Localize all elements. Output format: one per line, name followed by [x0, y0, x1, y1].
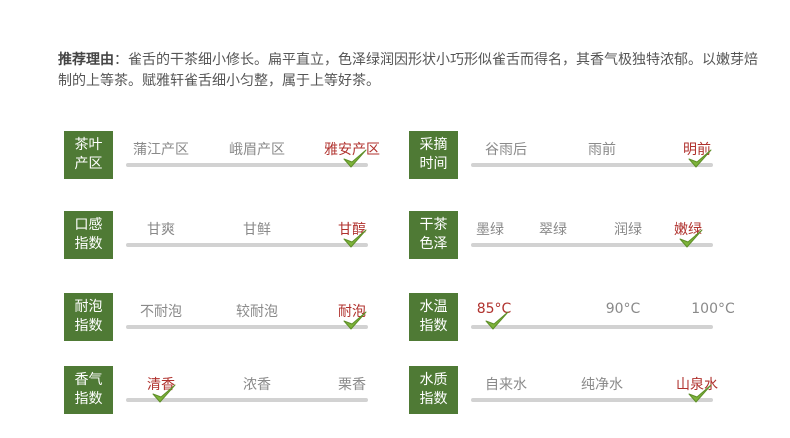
- attribute-option: 清香: [147, 377, 175, 393]
- attribute-option: 蒲江产区: [133, 142, 189, 158]
- attribute-label-line1: 茶叶: [74, 137, 103, 153]
- attribute-track: [471, 243, 713, 247]
- recommendation-text: 推荐理由：雀舌的干茶细小修长。扁平直立，色泽绿润因形状小巧形似雀舌而得名，其香气…: [58, 50, 758, 92]
- attribute-option: 谷雨后: [485, 142, 527, 158]
- attribute-option: 较耐泡: [236, 304, 278, 320]
- attribute-option: 85°C: [476, 301, 512, 317]
- attribute-option: 自来水: [485, 377, 527, 393]
- attribute-option: 耐泡: [338, 304, 366, 320]
- attribute-label-line1: 耐泡: [74, 299, 103, 315]
- attribute-label-aroma: 香气 指数: [64, 366, 113, 414]
- attribute-label-water: 水质 指数: [409, 366, 458, 414]
- attribute-option: 栗香: [338, 377, 366, 393]
- attribute-track: [471, 398, 713, 402]
- checkmark-icon: [678, 226, 704, 252]
- attribute-label-color: 干茶 色泽: [409, 211, 458, 259]
- checkmark-icon: [342, 146, 368, 172]
- attribute-brewing: 耐泡指数 不耐泡 较耐泡 耐泡: [64, 293, 384, 341]
- attribute-label-line2: 指数: [74, 318, 103, 334]
- attribute-track: [471, 163, 713, 167]
- attribute-label-line1: 口感: [74, 217, 103, 233]
- attribute-track: [126, 163, 368, 167]
- attribute-option: 浓香: [243, 377, 271, 393]
- attribute-label-line2: 时间: [419, 156, 448, 172]
- attribute-aroma: 香气指数 清香 浓香 栗香: [64, 366, 384, 414]
- attribute-taste: 口感指数 甘爽 甘鲜 甘醇: [64, 211, 384, 259]
- attribute-label-line1: 干茶: [419, 217, 448, 233]
- attribute-label-line1: 水质: [419, 372, 448, 388]
- attribute-option: 峨眉产区: [229, 142, 285, 158]
- attribute-label-picking: 采摘 时间: [409, 131, 458, 179]
- attribute-option: 100°C: [691, 301, 735, 317]
- attribute-label-line2: 指数: [74, 236, 103, 252]
- attribute-label-origin: 茶叶 产区: [64, 131, 113, 179]
- attribute-picking: 采摘时间 谷雨后 雨前 明前: [409, 131, 729, 179]
- checkmark-icon: [151, 381, 177, 407]
- attribute-option: 90°C: [605, 301, 641, 317]
- attribute-label-line2: 指数: [419, 391, 448, 407]
- attribute-option: 雅安产区: [324, 142, 380, 158]
- attribute-label-brewing: 耐泡 指数: [64, 293, 113, 341]
- attribute-label-taste: 口感 指数: [64, 211, 113, 259]
- attribute-label-line1: 水温: [419, 299, 448, 315]
- attribute-option: 明前: [683, 142, 711, 158]
- attribute-track: [126, 398, 368, 402]
- checkmark-icon: [484, 308, 510, 334]
- attribute-option: 嫩绿: [674, 222, 702, 238]
- attribute-option: 甘醇: [338, 222, 366, 238]
- attribute-option: 甘爽: [147, 222, 175, 238]
- checkmark-icon: [342, 308, 368, 334]
- attribute-option: 润绿: [614, 222, 642, 238]
- attribute-temperature: 水温指数 85°C 90°C 100°C: [409, 293, 735, 341]
- checkmark-icon: [687, 381, 713, 407]
- attribute-label-line1: 香气: [74, 372, 103, 388]
- attribute-option: 甘鲜: [243, 222, 271, 238]
- attribute-track: [126, 243, 368, 247]
- attribute-water: 水质 指数 自来水 纯净水 山泉水: [409, 366, 729, 414]
- attribute-label-line2: 指数: [74, 391, 103, 407]
- attribute-option: 纯净水: [581, 377, 623, 393]
- attribute-color: 干茶色泽 墨绿 翠绿 润绿 嫩绿: [409, 211, 729, 259]
- recommendation-colon: ：: [114, 52, 128, 68]
- attribute-track: [471, 325, 713, 329]
- checkmark-icon: [687, 146, 713, 172]
- attribute-label-temperature: 水温 指数: [409, 293, 458, 341]
- attribute-label-line2: 色泽: [419, 236, 448, 252]
- checkmark-icon: [342, 226, 368, 252]
- attribute-label-line2: 指数: [419, 318, 448, 334]
- attribute-option: 翠绿: [539, 222, 567, 238]
- attribute-option: 墨绿: [476, 222, 504, 238]
- attribute-label-line1: 采摘: [419, 137, 448, 153]
- attribute-option: 不耐泡: [140, 304, 182, 320]
- attribute-track: [126, 325, 368, 329]
- attribute-label-line2: 产区: [74, 156, 103, 172]
- attribute-option: 雨前: [588, 142, 616, 158]
- recommendation-label: 推荐理由: [58, 52, 114, 68]
- recommendation-body: 雀舌的干茶细小修长。扁平直立，色泽绿润因形状小巧形似雀舌而得名，其香气极独特浓郁…: [58, 52, 758, 89]
- attribute-origin: 茶叶产区 蒲江产区 峨眉产区 雅安产区: [64, 131, 384, 179]
